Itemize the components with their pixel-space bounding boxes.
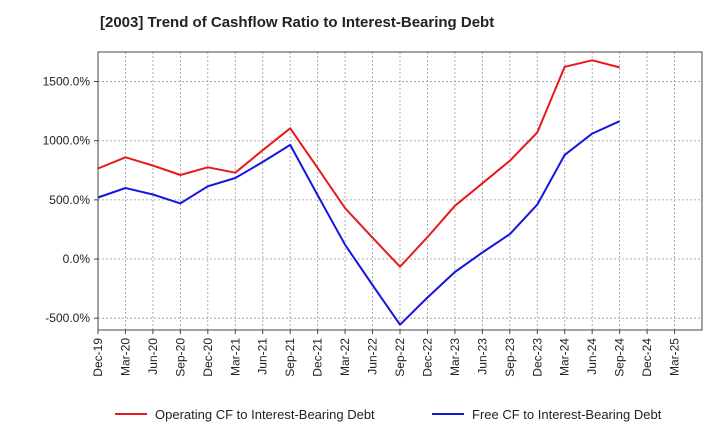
- x-tick-label: Jun-22: [366, 338, 380, 375]
- x-tick-label: Sep-23: [503, 338, 517, 377]
- x-tick-label: Mar-21: [228, 338, 242, 376]
- y-axis-ticks: -500.0% 0.0% 500.0% 1000.0% 1500.0%: [43, 75, 98, 325]
- legend-label: Operating CF to Interest-Bearing Debt: [155, 407, 375, 422]
- x-tick-label: Jun-21: [256, 338, 270, 375]
- x-tick-label: Dec-23: [530, 338, 544, 377]
- operating-cf-line: [97, 59, 620, 268]
- x-tick-label: Mar-22: [338, 338, 352, 376]
- chart-title: [2003] Trend of Cashflow Ratio to Intere…: [100, 14, 495, 31]
- x-tick-label: Mar-24: [558, 338, 572, 376]
- x-tick-label: Dec-19: [91, 338, 105, 377]
- x-tick-label: Mar-23: [448, 338, 462, 376]
- x-tick-label: Jun-20: [146, 338, 160, 375]
- y-tick-label: -500.0%: [45, 311, 90, 325]
- x-tick-label: Jun-23: [475, 338, 489, 375]
- x-tick-label: Sep-20: [173, 338, 187, 377]
- x-tick-label: Sep-24: [613, 338, 627, 377]
- y-tick-label: 1500.0%: [43, 75, 91, 89]
- series-lines: [97, 59, 621, 326]
- x-tick-label: Dec-20: [201, 338, 215, 377]
- plot-frame: [97, 51, 703, 331]
- free-cf-line: [97, 120, 621, 326]
- legend-label: Free CF to Interest-Bearing Debt: [472, 407, 662, 422]
- y-tick-label: 1000.0%: [43, 134, 91, 148]
- x-tick-label: Sep-21: [283, 338, 297, 377]
- x-tick-label: Dec-24: [640, 338, 654, 377]
- x-tick-label: Mar-25: [668, 338, 682, 376]
- legend: Operating CF to Interest-Bearing Debt Fre…: [115, 407, 662, 422]
- x-axis-ticks: Dec-19 Mar-20 Jun-20 Sep-20 Dec-20 Mar-21 Jun-…: [91, 330, 682, 377]
- x-tick-label: Dec-21: [311, 338, 325, 377]
- y-tick-label: 0.0%: [63, 252, 91, 266]
- x-tick-label: Dec-22: [420, 338, 434, 377]
- grid-lines: [98, 52, 702, 330]
- x-tick-label: Sep-22: [393, 338, 407, 377]
- x-tick-label: Jun-24: [585, 338, 599, 375]
- x-tick-label: Mar-20: [118, 338, 132, 376]
- y-tick-label: 500.0%: [49, 193, 90, 207]
